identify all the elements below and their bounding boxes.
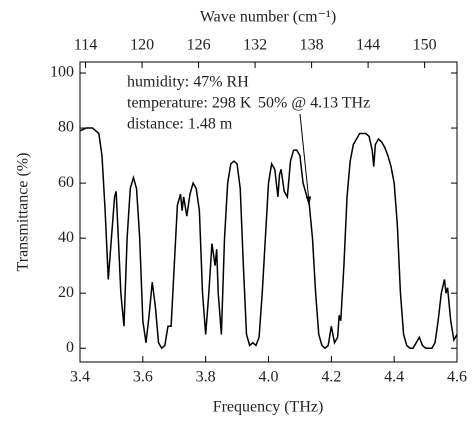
y-tick-label: 80 [58,119,74,136]
arrow-head [305,196,312,206]
x2-tick-label: 138 [300,37,324,54]
annotation: distance: 1.48 m [127,116,233,133]
x-tick-label: 3.4 [70,369,90,386]
x2-tick-label: 120 [130,37,154,54]
x2-axis-label: Wave number (cm⁻¹) [200,9,336,26]
x-tick-label: 4.0 [259,369,279,386]
x2-tick-label: 144 [356,37,380,54]
x2-tick-label: 114 [74,37,97,54]
x-tick-label: 4.4 [384,369,404,386]
x-axis-label: Frequency (THz) [213,399,324,416]
x-tick-label: 4.2 [321,369,341,386]
y-tick-label: 0 [66,339,74,356]
y-axis-label: Transmittance (%) [15,153,32,272]
annotation: temperature: 298 K [127,95,252,112]
annotation: humidity: 47% RH [127,74,249,91]
x-tick-label: 3.6 [133,369,153,386]
arrow-line [299,113,310,206]
y-tick-label: 100 [50,64,74,81]
y-tick-label: 20 [58,284,74,301]
x2-tick-label: 126 [187,37,211,54]
x-tick-label: 3.8 [196,369,216,386]
x2-tick-label: 150 [413,37,437,54]
x-tick-label: 4.6 [447,369,467,386]
arrow-label: 50% @ 4.13 THz [258,95,370,112]
data-line [79,127,458,350]
y-tick-label: 60 [58,174,74,191]
y-tick-label: 40 [58,229,74,246]
x2-tick-label: 132 [243,37,267,54]
